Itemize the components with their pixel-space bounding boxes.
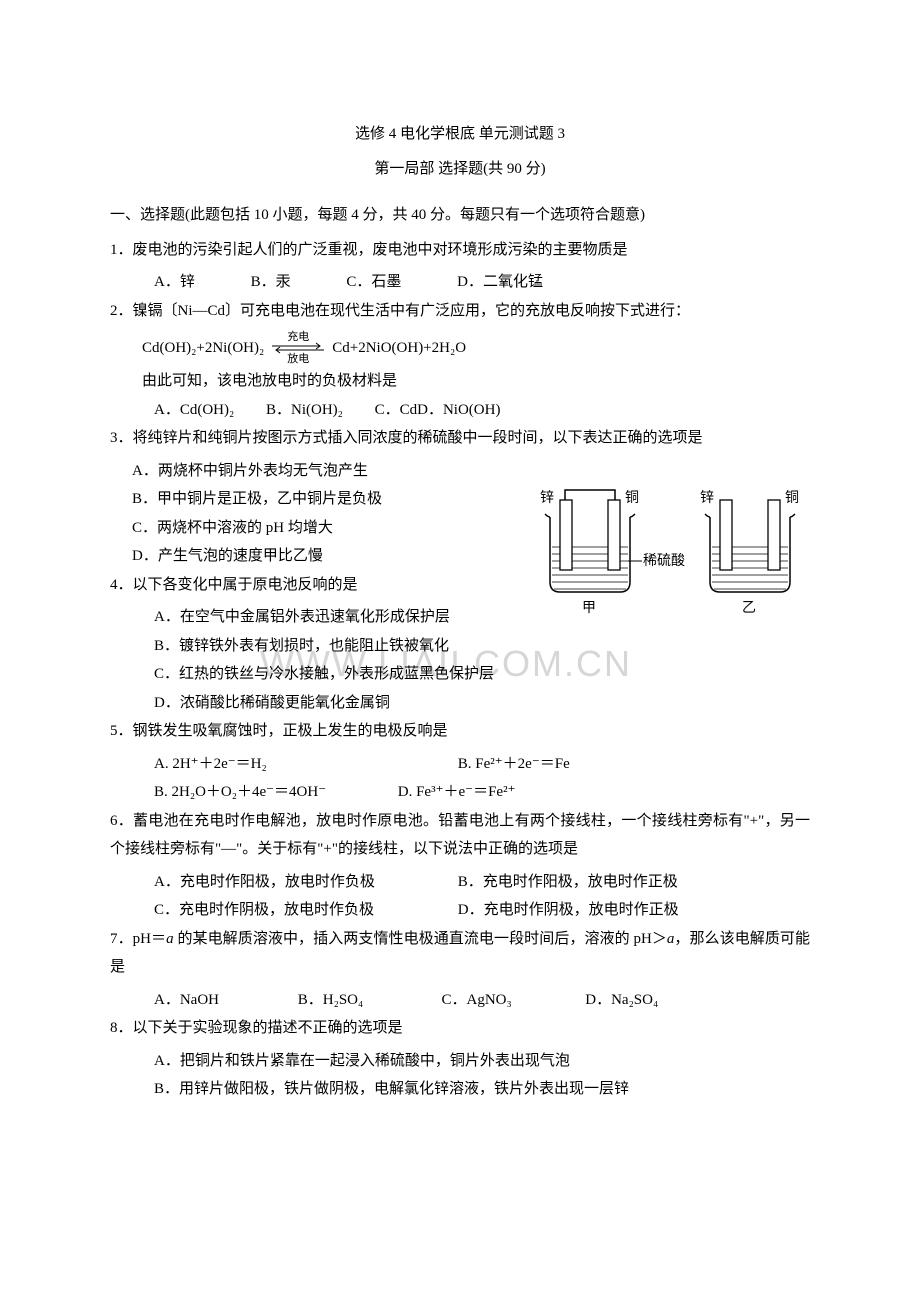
q7-a: 7．pH＝ bbox=[110, 931, 166, 947]
q8-optB: B．用锌片做阳极，铁片做阴极，电解氯化锌溶液，铁片外表出现一层锌 bbox=[110, 1075, 810, 1104]
q3-optD: D．产生气泡的速度甲比乙慢 bbox=[110, 542, 490, 571]
q6-optA: A．充电时作阳极，放电时作负极 bbox=[154, 868, 454, 897]
q2-optD: D．NiO(OH) bbox=[417, 402, 500, 418]
q6-row2: C．充电时作阴极，放电时作负极 D．充电时作阴极，放电时作正极 bbox=[110, 896, 810, 925]
q6-stem: 6．蓄电池在充电时作电解池，放电时作原电池。铅蓄电池上有两个接线柱，一个接线柱旁… bbox=[110, 807, 810, 864]
q1-options: A．锌 B．汞 C．石墨 D．二氧化锰 bbox=[110, 268, 810, 297]
q4-optB: B．镀锌铁外表有划损时，也能阻止铁被氧化 bbox=[110, 632, 810, 661]
q1-optA: A．锌 bbox=[154, 274, 195, 290]
q4-optA: A．在空气中金属铝外表迅速氧化形成保护层 bbox=[110, 603, 810, 632]
q2-eq-left: Cd(OH)₂+2Ni(OH)₂ bbox=[142, 334, 264, 363]
q5-lineB: B. Fe²⁺＋2e⁻＝Fe bbox=[458, 756, 570, 772]
q7-b: 的某电解质溶液中，插入两支惰性电极通直流电一段时间后，溶液的 pH＞ bbox=[174, 931, 667, 947]
q7-i1: a bbox=[166, 931, 174, 947]
q3-optC: C．两烧杯中溶液的 pH 均增大 bbox=[110, 514, 490, 543]
q7-optC: C．AgNO₃ bbox=[442, 986, 582, 1015]
q2-optA: A．Cd(OH)₂ bbox=[154, 402, 234, 418]
q7-optD: D．Na₂SO₄ bbox=[585, 992, 658, 1008]
section-heading: 一、选择题(此题包括 10 小题，每题 4 分，共 40 分。每题只有一个选项符… bbox=[110, 201, 810, 230]
q4-optD: D．浓硝酸比稀硝酸更能氧化金属铜 bbox=[110, 689, 810, 718]
q6-optC: C．充电时作阴极，放电时作负极 bbox=[154, 896, 454, 925]
q5-lineC: B. 2H₂O＋O₂＋4e⁻＝4OH⁻ bbox=[154, 778, 394, 807]
q5-row2: B. 2H₂O＋O₂＋4e⁻＝4OH⁻ D. Fe³⁺＋e⁻＝Fe²⁺ bbox=[110, 778, 810, 807]
q5-lineA: A. 2H⁺＋2e⁻＝H₂ bbox=[154, 750, 454, 779]
q1-optB: B．汞 bbox=[251, 274, 291, 290]
arrow-bot-label: 放电 bbox=[287, 353, 309, 365]
arrow-top-label: 充电 bbox=[287, 331, 309, 343]
q4-stem: 4．以下各变化中属于原电池反响的是 bbox=[110, 571, 810, 600]
q2-optB: B．Ni(OH)₂ bbox=[266, 402, 343, 418]
q7-stem: 7．pH＝a 的某电解质溶液中，插入两支惰性电极通直流电一段时间后，溶液的 pH… bbox=[110, 925, 810, 982]
q5-lineD: D. Fe³⁺＋e⁻＝Fe²⁺ bbox=[398, 784, 516, 800]
q3-stem: 3．将纯锌片和纯铜片按图示方式插入同浓度的稀硫酸中一段时间，以下表达正确的选项是 bbox=[110, 424, 810, 453]
q1-stem: 1．废电池的污染引起人们的广泛重视，废电池中对环境形成污染的主要物质是 bbox=[110, 236, 810, 265]
q8-optA: A．把铜片和铁片紧靠在一起浸入稀硫酸中，铜片外表出现气泡 bbox=[110, 1047, 810, 1076]
q6-optB: B．充电时作阳极，放电时作正极 bbox=[458, 874, 678, 890]
q8-stem: 8．以下关于实验现象的描述不正确的选项是 bbox=[110, 1014, 810, 1043]
doc-subtitle: 第一局部 选择题(共 90 分) bbox=[110, 155, 810, 184]
q2-line2: 由此可知，该电池放电时的负极材料是 bbox=[110, 367, 810, 396]
reversible-arrow-icon: 充电 放电 bbox=[270, 329, 326, 367]
q3-optA: A．两烧杯中铜片外表均无气泡产生 bbox=[110, 457, 490, 486]
q2-equation: Cd(OH)₂+2Ni(OH)₂ 充电 放电 Cd+2NiO(OH)+2H₂O bbox=[110, 329, 810, 367]
q2-stem: 2．镍镉〔Ni—Cd〕可充电电池在现代生活中有广泛应用，它的充放电反响按下式进行… bbox=[110, 297, 810, 326]
q5-stem: 5．钢铁发生吸氧腐蚀时，正极上发生的电极反响是 bbox=[110, 717, 810, 746]
q6-optD: D．充电时作阴极，放电时作正极 bbox=[458, 902, 679, 918]
q1-optD: D．二氧化锰 bbox=[457, 274, 543, 290]
q5-row1: A. 2H⁺＋2e⁻＝H₂ B. Fe²⁺＋2e⁻＝Fe bbox=[110, 750, 810, 779]
q7-optB: B．H₂SO₄ bbox=[298, 986, 438, 1015]
q2-optC: C．Cd bbox=[375, 402, 418, 418]
q4-optC: C．红热的铁丝与冷水接触，外表形成蓝黑色保护层 bbox=[110, 660, 810, 689]
q2-eq-right: Cd+2NiO(OH)+2H₂O bbox=[332, 334, 466, 363]
q7-options: A．NaOH B．H₂SO₄ C．AgNO₃ D．Na₂SO₄ bbox=[110, 986, 810, 1015]
doc-title: 选修 4 电化学根底 单元测试题 3 bbox=[110, 120, 810, 149]
q7-optA: A．NaOH bbox=[154, 986, 294, 1015]
q1-optC: C．石墨 bbox=[346, 274, 401, 290]
page-content: 选修 4 电化学根底 单元测试题 3 第一局部 选择题(共 90 分) 一、选择… bbox=[110, 120, 810, 1104]
q6-row1: A．充电时作阳极，放电时作负极 B．充电时作阳极，放电时作正极 bbox=[110, 868, 810, 897]
q2-options: A．Cd(OH)₂ B．Ni(OH)₂ C．CdD．NiO(OH) bbox=[110, 396, 810, 425]
q3-optB: B．甲中铜片是正极，乙中铜片是负极 bbox=[110, 485, 490, 514]
